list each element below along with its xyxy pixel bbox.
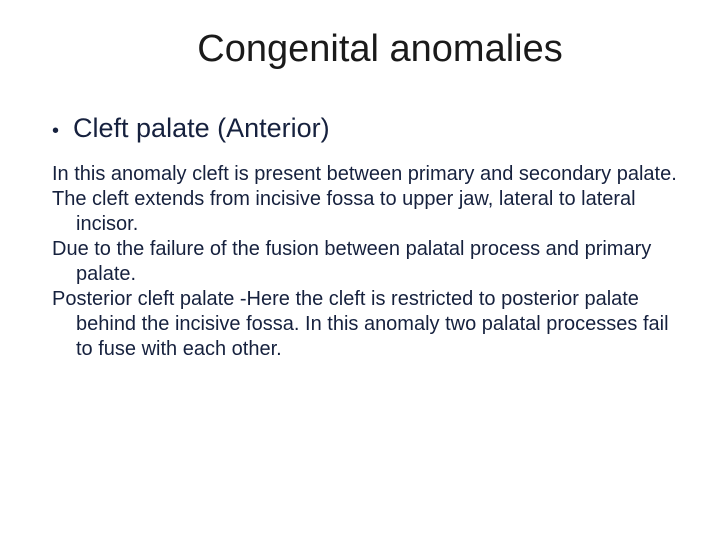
body-paragraph: In this anomaly cleft is present between… <box>52 162 680 187</box>
body-paragraph: Posterior cleft palate -Here the cleft i… <box>52 287 680 362</box>
bullet-dot-icon: • <box>52 121 59 141</box>
body-paragraph: The cleft extends from incisive fossa to… <box>52 187 680 237</box>
slide-title: Congenital anomalies <box>80 28 680 71</box>
body-paragraph: Due to the failure of the fusion between… <box>52 237 680 287</box>
bullet-text: Cleft palate (Anterior) <box>73 113 330 144</box>
bullet-item: • Cleft palate (Anterior) <box>40 113 680 144</box>
slide-container: Congenital anomalies • Cleft palate (Ant… <box>0 0 720 540</box>
body-text-block: In this anomaly cleft is present between… <box>40 162 680 362</box>
